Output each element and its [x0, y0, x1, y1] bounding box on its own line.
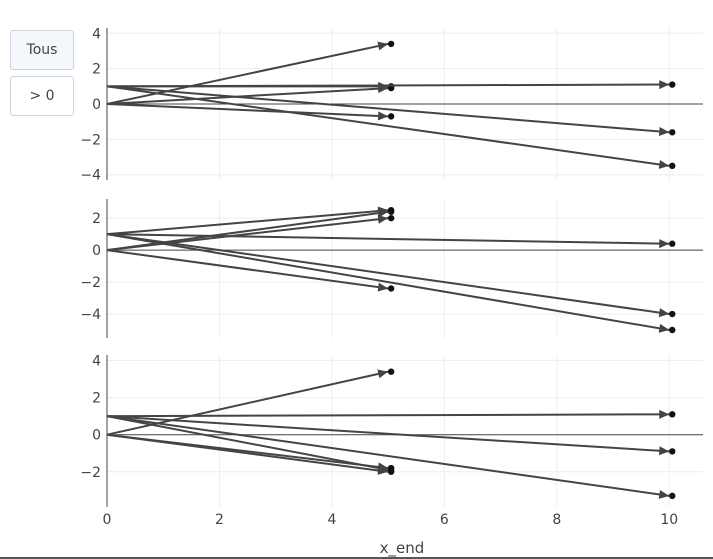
arrow-end-marker — [387, 206, 395, 214]
arrow-head — [658, 490, 670, 499]
arrow-shaft — [106, 415, 670, 453]
filter-button-all[interactable]: Tous — [10, 30, 74, 70]
arrow-shaft — [106, 87, 389, 105]
x-tick-label: 6 — [440, 512, 449, 528]
arrow-shaft — [106, 85, 670, 134]
arrow-shaft — [106, 217, 389, 252]
arrow-end-marker — [387, 113, 395, 120]
y-tick-label: −2 — [80, 465, 101, 481]
x-tick-label: 8 — [552, 512, 561, 528]
arrow-end-marker — [669, 310, 676, 318]
arrow-end-marker — [669, 240, 676, 247]
y-tick-label: −4 — [80, 307, 101, 323]
y-tick-label: 0 — [92, 243, 101, 259]
y-tick-label: −2 — [80, 275, 101, 291]
arrow-head — [659, 409, 670, 419]
arrow-head — [377, 282, 389, 292]
arrow-end-marker — [669, 448, 676, 455]
arrow-shaft — [106, 103, 389, 118]
arrow-shaft — [106, 415, 670, 497]
y-tick-label: 4 — [92, 26, 101, 42]
arrow-end-marker — [387, 214, 395, 222]
filter-button-positive[interactable]: > 0 — [10, 76, 74, 116]
y-tick-label: 0 — [92, 97, 101, 113]
arrow-head — [659, 239, 670, 249]
arrow-shaft — [106, 85, 670, 167]
arrow-shaft — [106, 233, 670, 316]
arrow-shaft — [106, 415, 389, 471]
arrow-end-marker — [387, 40, 395, 48]
arrow-end-marker — [669, 492, 676, 500]
y-tick-label: 2 — [92, 62, 101, 78]
arrow-shaft — [106, 233, 670, 245]
arrow-head — [377, 463, 389, 473]
x-axis-title: x_end — [380, 539, 425, 558]
arrow-end-marker — [387, 368, 395, 375]
arrow-head — [377, 41, 389, 51]
arrow-head — [658, 160, 670, 169]
arrow-end-marker — [387, 285, 395, 292]
x-tick-label: 4 — [327, 512, 336, 528]
arrow-head — [377, 214, 389, 224]
y-tick-label: 2 — [92, 211, 101, 227]
x-tick-label: 2 — [215, 512, 224, 528]
arrow-head — [659, 80, 670, 90]
arrow-head — [659, 446, 670, 456]
arrow-end-marker — [669, 326, 676, 334]
arrow-shaft — [106, 233, 670, 331]
arrow-head — [658, 308, 670, 318]
arrow-shaft — [106, 209, 389, 236]
arrow-head — [658, 323, 670, 333]
arrow-shaft — [106, 210, 389, 252]
x-tick-label: 10 — [660, 512, 678, 528]
arrow-end-marker — [669, 81, 676, 88]
arrow-shaft — [106, 249, 389, 290]
arrow-head — [377, 369, 389, 379]
arrow-shaft — [106, 433, 389, 473]
y-tick-label: 4 — [92, 354, 101, 370]
arrow-end-marker — [669, 129, 676, 136]
bottom-divider — [0, 557, 713, 559]
y-tick-label: 0 — [92, 428, 101, 444]
arrow-head — [377, 111, 389, 121]
arrow-head — [658, 126, 670, 136]
arrow-head — [377, 206, 389, 216]
arrow-end-marker — [669, 411, 676, 418]
y-tick-label: −4 — [80, 168, 101, 184]
arrow-shaft — [106, 42, 389, 105]
arrow-shaft — [106, 413, 670, 418]
x-tick-label: 0 — [103, 512, 112, 528]
y-tick-label: −2 — [80, 132, 101, 148]
y-tick-label: 2 — [92, 391, 101, 407]
arrow-end-marker — [669, 162, 676, 170]
arrow-end-marker — [387, 466, 395, 474]
arrow-shaft — [106, 83, 670, 88]
